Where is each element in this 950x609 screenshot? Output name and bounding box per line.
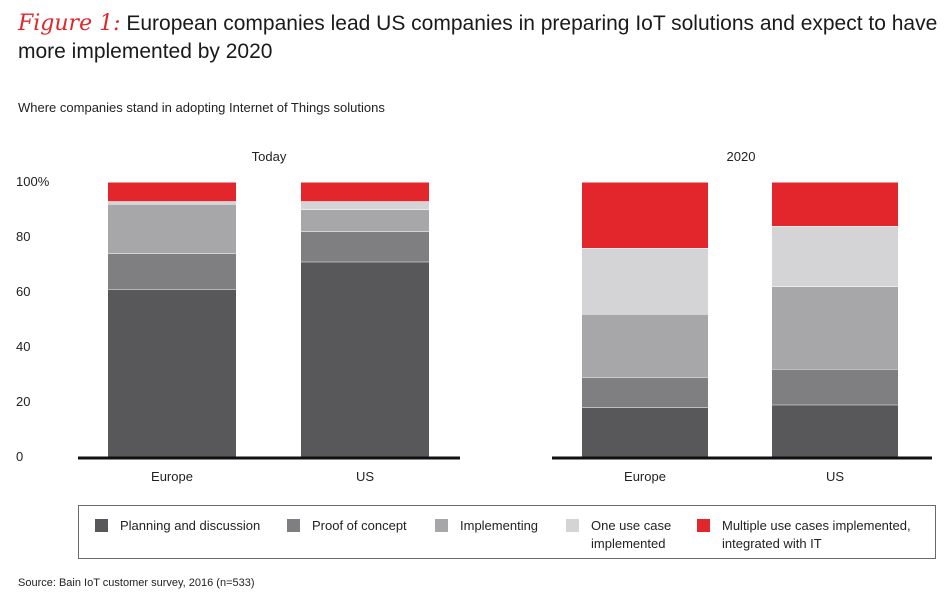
bar-segment-europe-implementing [582, 314, 708, 378]
bar-segment-europe-planning [582, 407, 708, 457]
bar-segment-us-planning [772, 404, 898, 457]
legend-item-proof-of-concept: Proof of concept [287, 517, 407, 535]
chart-title: Figure 1: European companies lead US com… [18, 10, 943, 66]
legend-item-implementing: Implementing [435, 517, 538, 535]
x-tick-label-europe: Europe [624, 469, 666, 484]
legend: Planning and discussion Proof of concept… [78, 505, 936, 559]
legend-label-planning: Planning and discussion [120, 518, 261, 533]
bar-segment-europe-implementing [108, 204, 236, 254]
x-tick-label-europe: Europe [151, 469, 193, 484]
y-tick-label: 40 [16, 339, 30, 354]
y-tick-label: 0 [16, 449, 23, 464]
panel-title-2020: 2020 [727, 149, 756, 164]
chart-title-text: European companies lead US companies in … [18, 12, 938, 63]
charts-svg: Today 0 20 40 60 80 100% Europe US 2020 Europe US [16, 149, 932, 484]
x-tick-label-us: US [826, 469, 844, 484]
source-note: Source: Bain IoT customer survey, 2016 (… [18, 577, 255, 589]
bar-segment-europe-one-use-case [582, 248, 708, 314]
legend-label-multiple-use-cases-line2: integrated with IT [722, 536, 822, 551]
bar-segment-europe-multiple-use-cases [582, 182, 708, 248]
bar-segment-us-multiple-use-cases [772, 182, 898, 226]
legend-label-multiple-use-cases-line1: Multiple use cases implemented, [722, 518, 911, 533]
bar-segment-europe-proof-of-concept [582, 377, 708, 408]
legend-swatch-one-use-case [566, 519, 579, 532]
y-tick-label: 100% [16, 174, 50, 189]
legend-item-one-use-case: One use case implemented [566, 517, 671, 553]
legend-label-proof-of-concept: Proof of concept [312, 518, 407, 533]
bar-segment-us-proof-of-concept [772, 369, 898, 405]
x-tick-label-us: US [356, 469, 374, 484]
bar-segment-us-multiple-use-cases [301, 182, 429, 202]
bar-segment-europe-planning [108, 289, 236, 457]
legend-swatch-multiple-use-cases [697, 519, 710, 532]
legend-item-multiple-use-cases: Multiple use cases implemented, integrat… [697, 517, 911, 553]
panel-title-today: Today [252, 149, 287, 164]
bar-segment-europe-proof-of-concept [108, 253, 236, 290]
bar-segment-us-planning [301, 261, 429, 457]
legend-label-one-use-case-line2: implemented [591, 536, 666, 551]
bar-segment-us-implementing [301, 209, 429, 232]
bar-segment-europe-one-use-case [108, 201, 236, 204]
chart-subtitle: Where companies stand in adopting Intern… [18, 100, 385, 115]
legend-label-implementing: Implementing [460, 518, 539, 533]
bar-segment-europe-multiple-use-cases [108, 182, 236, 202]
figure-label: Figure 1: [18, 11, 121, 36]
bar-segment-us-one-use-case [301, 201, 429, 210]
bar-segment-us-one-use-case [772, 226, 898, 287]
y-tick-label: 20 [16, 394, 30, 409]
legend-swatch-planning [95, 519, 108, 532]
legend-label-one-use-case-line1: One use case [591, 518, 672, 533]
y-tick-label: 80 [16, 229, 30, 244]
legend-item-planning: Planning and discussion [95, 517, 260, 535]
bar-segment-us-proof-of-concept [301, 231, 429, 262]
legend-swatch-implementing [435, 519, 448, 532]
bar-segment-us-implementing [772, 286, 898, 369]
legend-swatch-proof-of-concept [287, 519, 300, 532]
y-tick-label: 60 [16, 284, 30, 299]
